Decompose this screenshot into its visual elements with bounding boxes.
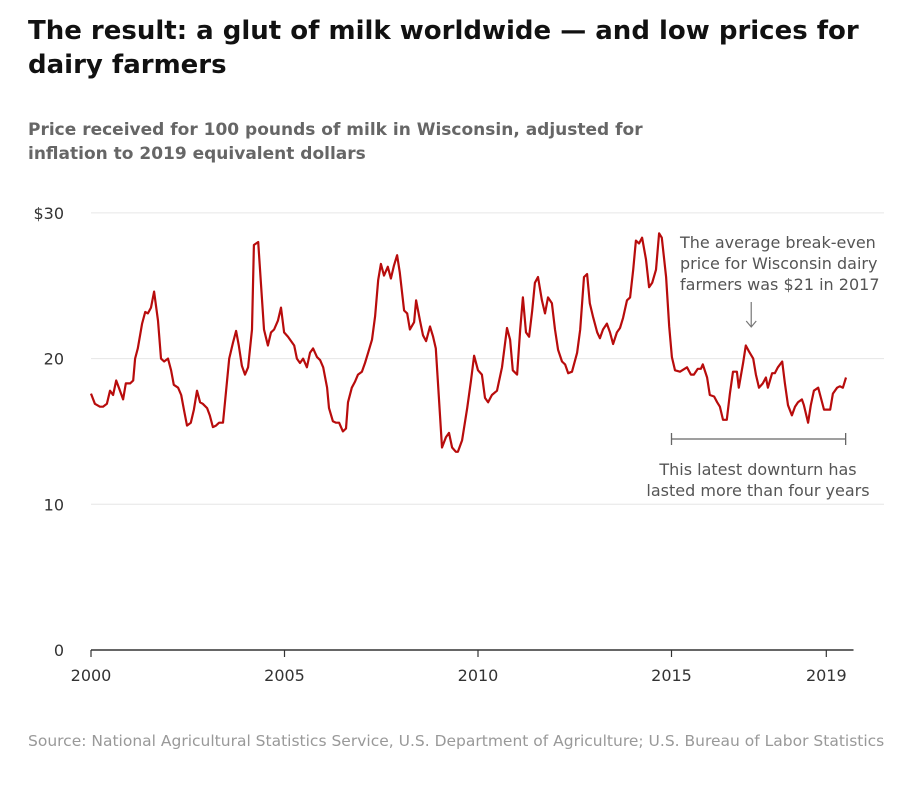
- y-tick-label: $30: [33, 204, 64, 223]
- annotation-line: This latest downturn has: [659, 460, 857, 479]
- source-note: Source: National Agricultural Statistics…: [28, 732, 885, 750]
- downturn-annotation: This latest downturn has lasted more tha…: [618, 459, 898, 501]
- annotation-line: lasted more than four years: [646, 481, 870, 500]
- x-axis: 2000 2005 2010 2015 2019: [71, 649, 854, 685]
- y-tick-label: 10: [44, 495, 64, 514]
- y-tick-label: 0: [54, 641, 64, 660]
- x-tick-label: 2000: [71, 666, 112, 685]
- downturn-bracket: [670, 433, 847, 445]
- arrow-down-icon: [745, 302, 757, 328]
- x-tick-label: 2019: [806, 666, 847, 685]
- price-line: [89, 232, 848, 453]
- chart-subtitle: Price received for 100 pounds of milk in…: [28, 120, 643, 164]
- gridlines: [91, 212, 884, 505]
- x-tick-label: 2015: [651, 666, 692, 685]
- annotation-line: farmers was $21 in 2017: [680, 275, 880, 294]
- y-axis-labels: 0 10 20 $30: [33, 204, 64, 660]
- annotation-line: price for Wisconsin dairy: [680, 254, 878, 273]
- x-tick-label: 2010: [458, 666, 499, 685]
- breakeven-annotation: The average break-even price for Wiscons…: [680, 232, 880, 295]
- annotation-line: The average break-even: [680, 233, 876, 252]
- chart-title: The result: a glut of milk worldwide — a…: [28, 16, 859, 80]
- annotations: [670, 302, 847, 445]
- x-tick-label: 2005: [264, 666, 305, 685]
- y-tick-label: 20: [44, 350, 64, 369]
